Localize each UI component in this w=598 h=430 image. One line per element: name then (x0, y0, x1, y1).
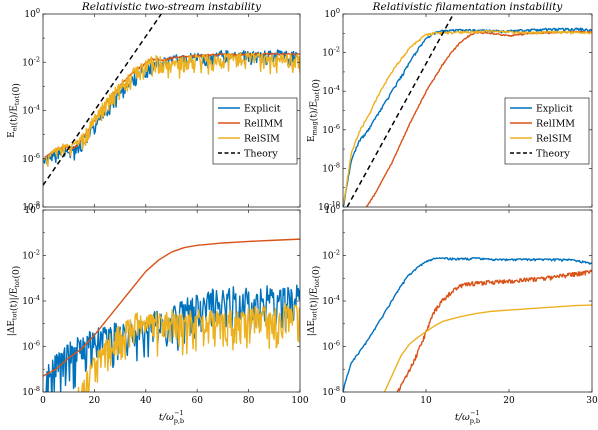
series-line-relsim (77, 302, 300, 392)
x-tick-label: 80 (243, 396, 255, 406)
panel-filamentation-energy-error: 0 10 20 30 10-8 10-6 10-4 10-2 100 |ΔEtot(t)|/Eto… (307, 203, 598, 425)
y-tick-label: 10-4 (322, 294, 340, 307)
legend-label-explicit: Explicit (244, 104, 281, 115)
legend-label-theory: Theory (244, 149, 278, 160)
x-axis-label: t/ωp,b−1 (455, 409, 480, 425)
y-tick-label: 10-8 (322, 385, 340, 398)
x-tick-label: 0 (40, 396, 46, 406)
y-tick-label: 10-4 (22, 294, 40, 307)
y-tick-label: 10-2 (322, 46, 340, 59)
series-group (43, 14, 300, 186)
series-line-theory (346, 14, 455, 207)
x-tick-label: 0 (340, 396, 346, 406)
y-axis-label: |ΔEtot(t)|/Etot(0) (307, 266, 322, 336)
y-tick-label: 10-8 (322, 161, 340, 174)
y-axis-label: Emag(t)/Etot(0) (307, 79, 322, 142)
x-tick-label: 30 (586, 396, 598, 406)
legend: Explicit RelIMM RelSIM Theory (212, 97, 298, 165)
legend-label-theory: Theory (536, 149, 570, 160)
series-line-explicit (343, 257, 592, 392)
y-tick-label: 10-4 (322, 84, 340, 97)
y-tick-label: 10-6 (22, 152, 40, 165)
legend-label-relsim: RelSIM (536, 134, 572, 145)
x-tick-label: 100 (291, 396, 308, 406)
y-axis-label: Eel(t)/Etot(0) (7, 83, 22, 138)
series-group (343, 14, 592, 207)
legend-label-explicit: Explicit (536, 104, 573, 115)
series-line-relsim (383, 304, 592, 392)
x-tick-label: 40 (140, 396, 152, 406)
x-tick-label: 10 (420, 396, 432, 406)
axes-frame (342, 209, 593, 393)
legend-label-relimm: RelIMM (244, 119, 283, 130)
series-group (43, 238, 300, 392)
series-line-relsim (343, 29, 592, 206)
series-line-theory (43, 14, 162, 186)
y-tick-label: 10-8 (22, 385, 40, 398)
y-tick-label: 10-8 (22, 200, 40, 213)
x-axis-label: t/ωp,b−1 (159, 409, 184, 425)
panel-two-stream-field-energy: 10-8 10-6 10-4 10-2 100 Relativistic two-stre… (7, 1, 301, 213)
y-axis-label: |ΔEtot(t)|/Etot(0) (7, 266, 22, 336)
y-tick-label: 10-10 (318, 200, 340, 213)
y-tick-label: 10-2 (22, 55, 40, 68)
y-tick-label: 10-6 (322, 123, 340, 136)
y-tick-label: 100 (324, 7, 340, 20)
legend: Explicit RelIMM RelSIM Theory (504, 97, 590, 165)
y-tick-label: 10-2 (22, 249, 40, 262)
y-tick-label: 100 (24, 203, 40, 216)
series-line-explicit (45, 284, 300, 392)
series-line-relimm (396, 269, 592, 392)
x-tick-label: 60 (191, 396, 203, 406)
panel-filamentation-magnetic-energy: 10-10 10-8 10-6 10-4 10-2 100 Relativistic fil… (307, 1, 593, 213)
panel-title: Relativistic filamentation instability (372, 1, 564, 13)
series-line-relimm (43, 238, 300, 377)
series-line-relsim (43, 51, 300, 168)
legend-label-relimm: RelIMM (536, 119, 575, 130)
panel-title: Relativistic two-stream instability (81, 1, 262, 13)
series-group (343, 257, 592, 392)
y-tick-label: 100 (324, 203, 340, 216)
y-tick-label: 10-2 (322, 249, 340, 262)
y-tick-label: 10-6 (22, 340, 40, 353)
y-tick-label: 10-6 (322, 340, 340, 353)
panel-two-stream-energy-error: 0 20 40 60 80 10010-810-610-410-2100|ΔEtot(t)… (7, 203, 309, 425)
y-tick-label: 10-4 (22, 104, 40, 117)
y-tick-label: 100 (24, 7, 40, 20)
legend-label-relsim: RelSIM (244, 134, 280, 145)
x-tick-label: 20 (503, 396, 515, 406)
x-tick-label: 20 (89, 396, 101, 406)
